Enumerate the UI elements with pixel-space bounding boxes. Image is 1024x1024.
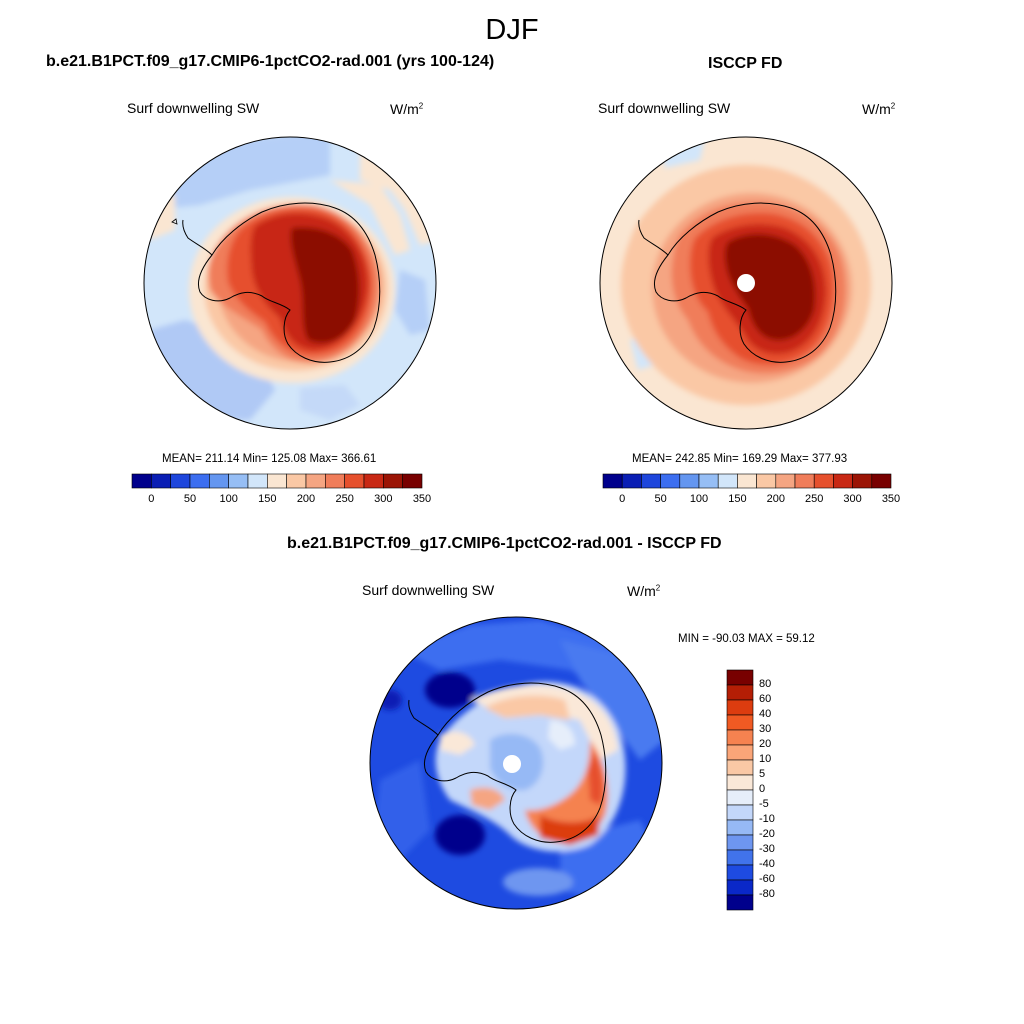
- colorbar-tick-label: 60: [759, 693, 772, 705]
- colorbar-swatch: [726, 834, 754, 851]
- obs-panel-title: ISCCP FD: [708, 55, 783, 72]
- colorbar-swatch: [363, 473, 384, 489]
- colorbar-swatch: [794, 473, 815, 489]
- colorbar-tick-label: 0: [148, 493, 155, 505]
- colorbar-tick-label: -40: [759, 858, 775, 870]
- colorbar-swatch: [852, 473, 873, 489]
- colorbar-tick-label: 200: [296, 493, 316, 505]
- obs-colorbar: [602, 473, 892, 489]
- colorbar-swatch: [286, 473, 307, 489]
- colorbar-tick-label: -20: [759, 828, 775, 840]
- colorbar-swatch: [641, 473, 661, 489]
- obs-stats: MEAN= 242.85 Min= 169.29 Max= 377.93: [632, 453, 848, 465]
- colorbar-swatch: [151, 473, 171, 489]
- colorbar-swatch: [726, 849, 754, 866]
- colorbar-swatch: [726, 714, 754, 731]
- colorbar-swatch: [344, 473, 365, 489]
- colorbar-swatch: [726, 684, 754, 701]
- colorbar-swatch: [698, 473, 719, 489]
- colorbar-swatch: [726, 774, 754, 791]
- colorbar-tick-label: 100: [219, 493, 238, 505]
- colorbar-tick-label: 300: [843, 493, 862, 505]
- colorbar-swatch: [726, 864, 754, 881]
- colorbar-swatch: [756, 473, 777, 489]
- colorbar-swatch: [726, 819, 754, 836]
- colorbar-tick-label: 100: [689, 493, 709, 505]
- diff-panel-title: b.e21.B1PCT.f09_g17.CMIP6-1pctCO2-rad.00…: [287, 535, 722, 552]
- colorbar-tick-label: 50: [183, 493, 197, 505]
- colorbar-tick-label: 350: [412, 493, 432, 505]
- colorbar-tick-label: 5: [759, 768, 766, 780]
- colorbar-swatch: [833, 473, 853, 489]
- colorbar-swatch: [170, 473, 191, 489]
- colorbar-tick-label: 300: [374, 493, 393, 505]
- colorbar-tick-label: -80: [759, 888, 775, 900]
- model-colorbar: [131, 473, 423, 489]
- model-panel-title: b.e21.B1PCT.f09_g17.CMIP6-1pctCO2-rad.00…: [46, 53, 495, 70]
- colorbar-swatch: [621, 473, 642, 489]
- colorbar-swatch: [402, 473, 423, 489]
- colorbar-swatch: [726, 744, 754, 761]
- colorbar-swatch: [383, 473, 403, 489]
- diff-units-label: W/m2: [627, 583, 661, 599]
- colorbar-swatch: [871, 473, 892, 489]
- obs-polar-map: [599, 136, 893, 430]
- colorbar-swatch: [717, 473, 738, 489]
- colorbar-tick-label: 50: [654, 493, 667, 505]
- colorbar-tick-label: 150: [258, 493, 277, 505]
- colorbar-tick-label: -60: [759, 873, 775, 885]
- colorbar-tick-label: 80: [759, 678, 772, 690]
- diff-stats: MIN = -90.03 MAX = 59.12: [678, 633, 815, 645]
- colorbar-swatch: [602, 473, 623, 489]
- colorbar-swatch: [679, 473, 700, 489]
- colorbar-swatch: [726, 879, 754, 896]
- colorbar-tick-label: 350: [881, 493, 901, 505]
- model-units-label: W/m2: [390, 101, 424, 117]
- obs-units-label: W/m2: [862, 101, 896, 117]
- colorbar-tick-label: 20: [759, 738, 772, 750]
- colorbar-swatch: [726, 804, 754, 821]
- colorbar-tick-label: 0: [619, 493, 626, 505]
- colorbar-tick-label: 10: [759, 753, 772, 765]
- colorbar-swatch: [267, 473, 287, 489]
- colorbar-swatch: [247, 473, 268, 489]
- colorbar-tick-label: -10: [759, 813, 775, 825]
- colorbar-tick-label: -5: [759, 798, 769, 810]
- colorbar-swatch: [228, 473, 249, 489]
- obs-variable-label: Surf downwelling SW: [598, 100, 731, 116]
- colorbar-swatch: [726, 894, 754, 911]
- colorbar-swatch: [813, 473, 834, 489]
- diff-colorbar: [726, 669, 754, 911]
- colorbar-swatch: [189, 473, 210, 489]
- colorbar-tick-label: 250: [335, 493, 354, 505]
- colorbar-swatch: [775, 473, 796, 489]
- colorbar-tick-label: 150: [728, 493, 747, 505]
- colorbar-swatch: [726, 789, 754, 806]
- season-title: DJF: [485, 14, 539, 46]
- diff-polar-map: [369, 616, 663, 910]
- colorbar-tick-label: 40: [759, 708, 772, 720]
- pole-hole: [503, 755, 521, 773]
- colorbar-swatch: [660, 473, 681, 489]
- model-polar-map: [143, 136, 437, 430]
- colorbar-swatch: [131, 473, 152, 489]
- model-stats: MEAN= 211.14 Min= 125.08 Max= 366.61: [162, 453, 377, 465]
- colorbar-swatch: [209, 473, 229, 489]
- colorbar-swatch: [726, 699, 754, 716]
- colorbar-swatch: [726, 759, 754, 776]
- colorbar-tick-label: -30: [759, 843, 775, 855]
- colorbar-tick-label: 30: [759, 723, 772, 735]
- colorbar-swatch: [726, 729, 754, 746]
- colorbar-tick-label: 0: [759, 783, 766, 795]
- colorbar-swatch: [305, 473, 326, 489]
- colorbar-tick-label: 250: [805, 493, 824, 505]
- colorbar-tick-label: 200: [766, 493, 785, 505]
- colorbar-swatch: [737, 473, 757, 489]
- colorbar-swatch: [325, 473, 345, 489]
- diff-variable-label: Surf downwelling SW: [362, 582, 495, 598]
- pole-hole: [737, 274, 755, 292]
- model-variable-label: Surf downwelling SW: [127, 100, 260, 116]
- colorbar-swatch: [726, 669, 754, 686]
